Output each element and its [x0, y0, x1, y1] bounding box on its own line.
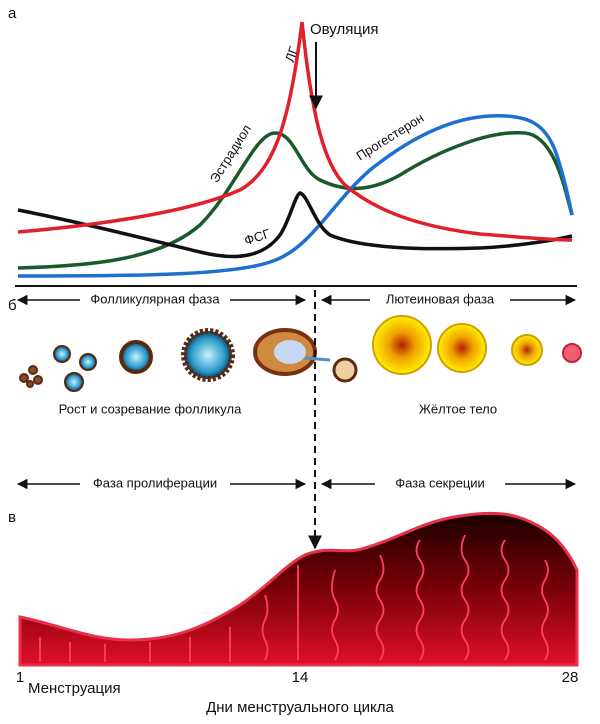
panel-letter: б: [8, 297, 17, 314]
caption: Жёлтое тело: [419, 401, 497, 416]
menstruation-label: Менструация: [28, 680, 121, 697]
estradiol-curve: [17, 130, 574, 270]
progesterone-curve: [17, 114, 574, 278]
panel-letter: а: [8, 5, 17, 22]
lh-curve: [17, 21, 573, 242]
day-label: 28: [562, 669, 579, 686]
day-label: 1: [16, 669, 24, 686]
phase-label: Фолликулярная фаза: [90, 291, 220, 306]
fsh-curve: [17, 191, 573, 259]
phase-label: Фаза пролиферации: [93, 475, 217, 490]
lh-label: ЛГ: [282, 44, 301, 64]
corpus-luteum: [372, 315, 582, 375]
axis-title: Дни менструального цикла: [206, 699, 394, 716]
caption: Рост и созревание фолликула: [59, 401, 242, 416]
panel-letter: в: [8, 509, 16, 526]
phase-label: Лютеиновая фаза: [386, 291, 495, 306]
day-label: 14: [292, 669, 309, 686]
estradiol-label: Эстрадиол: [207, 122, 255, 186]
follicles: [19, 328, 358, 392]
glands: [39, 534, 549, 662]
ovulation-label: Овуляция: [310, 21, 378, 38]
phase-label: Фаза секреции: [395, 475, 485, 490]
